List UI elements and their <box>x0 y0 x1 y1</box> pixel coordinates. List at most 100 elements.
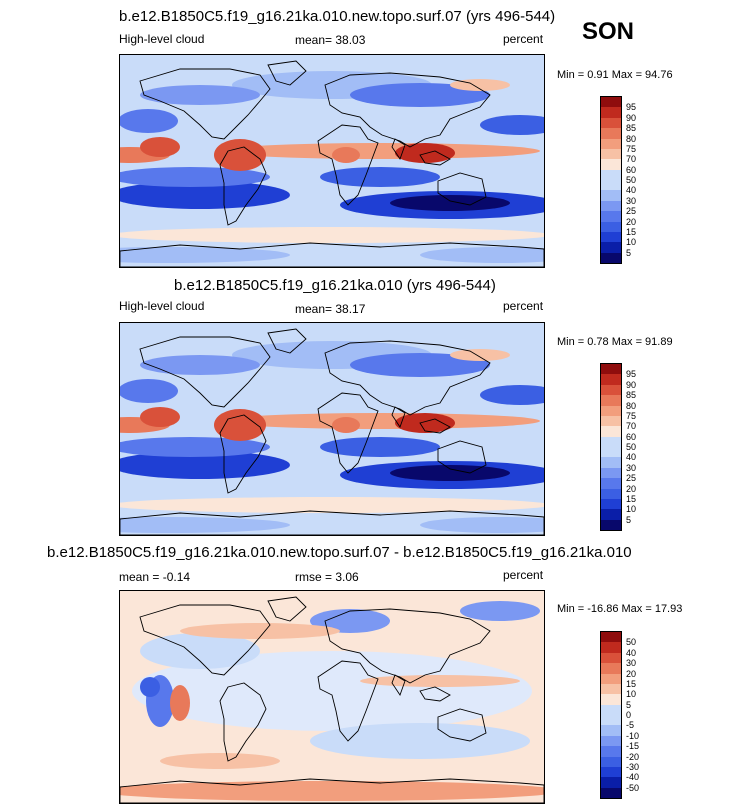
contour-region <box>180 623 340 639</box>
colorbar-tick-label: 5 <box>626 247 632 258</box>
colorbar-swatch <box>601 766 621 778</box>
colorbar-swatch <box>601 777 621 788</box>
coastline <box>120 242 544 267</box>
panel2-minmax: Min = 0.78 Max = 91.89 <box>557 336 673 348</box>
coastline <box>120 778 544 803</box>
contour-region <box>480 115 544 135</box>
colorbar-tick-label: -30 <box>626 761 640 772</box>
contour-region <box>460 601 540 621</box>
colorbar-swatch <box>601 735 621 747</box>
colorbar-swatch <box>601 200 621 212</box>
colorbar-swatch <box>601 231 621 243</box>
colorbar-tick-label: 10 <box>626 237 637 248</box>
map-contour-plot <box>120 591 544 803</box>
contour-region <box>132 651 532 731</box>
colorbar-tick-label: 5 <box>626 514 632 525</box>
colorbar-swatch <box>601 663 621 674</box>
colorbar-swatch <box>601 683 621 695</box>
panel3-colorbar <box>600 631 622 799</box>
coastline <box>324 608 491 684</box>
colorbar-swatch <box>601 488 621 499</box>
colorbar-swatch <box>601 405 621 416</box>
colorbar-swatch <box>601 364 621 375</box>
colorbar-swatch <box>601 107 621 118</box>
panel1-colorbar <box>600 96 622 264</box>
colorbar-tick-label: 20 <box>626 483 637 494</box>
colorbar-swatch <box>601 221 621 232</box>
contour-region <box>332 147 360 163</box>
panel2-colorbar <box>600 363 622 531</box>
colorbar-tick-label: 30 <box>626 462 637 473</box>
colorbar-tick-label: -5 <box>626 720 635 731</box>
contour-region <box>140 85 260 105</box>
coastline <box>391 138 406 160</box>
contour-region <box>390 465 510 481</box>
colorbar-swatch <box>601 384 621 396</box>
colorbar-tick-label: 10 <box>626 504 637 515</box>
colorbar-swatch <box>601 128 621 139</box>
coastline <box>391 674 406 696</box>
coastline <box>139 604 271 676</box>
colorbar-tick-label: 15 <box>626 678 637 689</box>
colorbar-swatch <box>601 242 621 253</box>
contour-region <box>120 517 290 533</box>
map-contour-plot <box>120 55 544 267</box>
colorbar-tick-label: 25 <box>626 473 637 484</box>
contour-region <box>140 677 160 697</box>
colorbar-tick-label: 80 <box>626 133 637 144</box>
coastline <box>120 510 544 535</box>
contour-region <box>120 109 178 133</box>
coastline <box>419 150 451 166</box>
coastline <box>219 146 267 226</box>
colorbar-tick-label: 50 <box>626 637 637 648</box>
colorbar-swatch <box>601 704 621 715</box>
colorbar-swatch <box>601 673 621 684</box>
coastline <box>219 414 267 494</box>
panel3-title: b.e12.B1850C5.f19_g16.21ka.010.new.topo.… <box>47 544 632 561</box>
colorbar-tick-label: 40 <box>626 452 637 463</box>
colorbar-swatch <box>601 642 621 653</box>
contour-region <box>332 417 360 433</box>
coastline <box>391 406 406 428</box>
colorbar-swatch <box>601 169 621 180</box>
panel1-mean-label: mean= 38.03 <box>295 33 366 47</box>
contour-region <box>120 247 290 263</box>
colorbar-tick-label: 60 <box>626 431 637 442</box>
contour-region <box>310 723 530 759</box>
panel3-map <box>119 590 545 804</box>
contour-region <box>320 437 440 457</box>
colorbar-swatch <box>601 395 621 406</box>
contour-region <box>170 685 190 721</box>
colorbar-swatch <box>601 148 621 160</box>
contour-region <box>120 497 544 513</box>
colorbar-swatch <box>601 447 621 458</box>
colorbar-tick-label: 40 <box>626 185 637 196</box>
colorbar-tick-label: 85 <box>626 123 637 134</box>
contour-region <box>120 181 290 209</box>
contour-region <box>395 413 455 433</box>
colorbar-swatch <box>601 498 621 510</box>
panel2-units-label: percent <box>503 299 544 313</box>
colorbar-tick-label: 40 <box>626 647 637 658</box>
colorbar-swatch <box>601 467 621 479</box>
colorbar-tick-label: -50 <box>626 782 640 793</box>
colorbar-swatch <box>601 509 621 520</box>
colorbar-tick-label: 70 <box>626 154 637 165</box>
colorbar-tick-label: 15 <box>626 493 637 504</box>
contour-region <box>310 609 390 633</box>
coastline <box>437 172 487 206</box>
colorbar-tick-label: 5 <box>626 699 632 710</box>
colorbar-tick-label: 50 <box>626 175 637 185</box>
colorbar-tick-label: 70 <box>626 421 637 432</box>
colorbar-swatch <box>601 725 621 736</box>
contour-region <box>120 379 178 403</box>
coastline <box>437 440 487 474</box>
panel1-map <box>119 54 545 268</box>
colorbar-swatch <box>601 415 621 427</box>
colorbar-swatch <box>601 117 621 129</box>
colorbar-tick-label: 25 <box>626 206 637 217</box>
map-contour-plot <box>120 323 544 535</box>
contour-region <box>420 517 544 533</box>
panel1-title: b.e12.B1850C5.f19_g16.21ka.010.new.topo.… <box>119 8 556 25</box>
coastline <box>139 68 271 140</box>
